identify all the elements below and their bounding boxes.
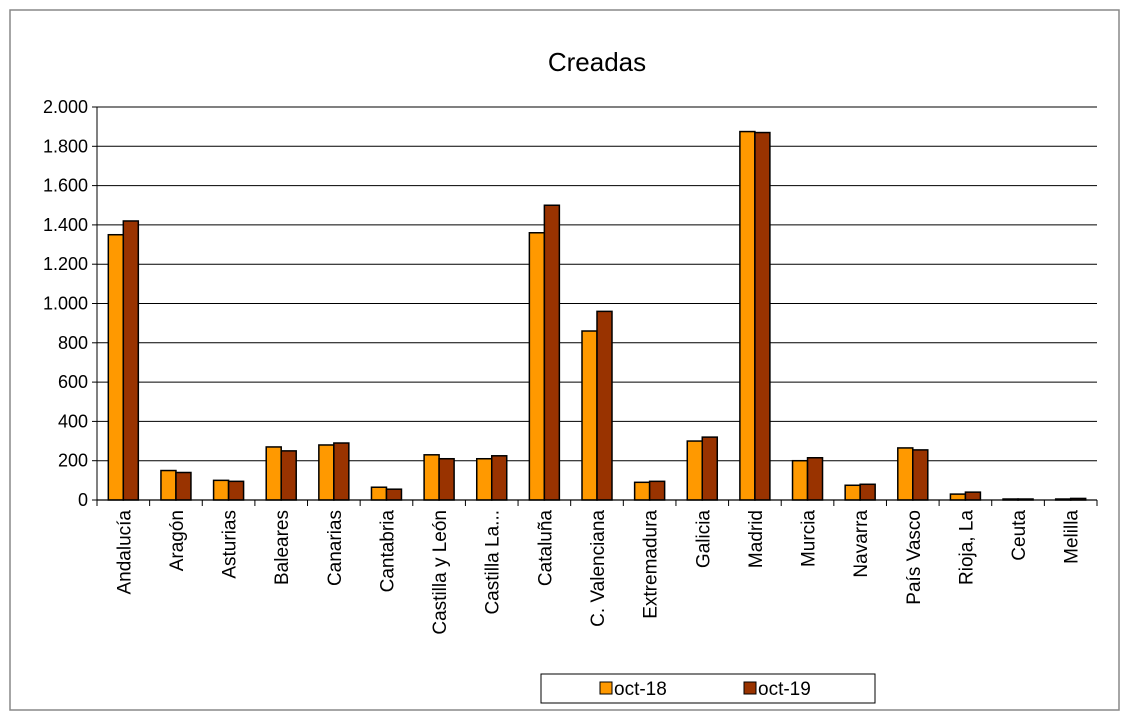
x-category-label: Rioja, La xyxy=(956,510,977,585)
bar-oct-19 xyxy=(859,483,876,501)
bar-oct-19 xyxy=(964,491,982,501)
bar-oct-18 xyxy=(107,233,125,501)
y-tick-label: 1.200 xyxy=(43,254,88,274)
x-category-label: Extremadura xyxy=(641,510,662,619)
bar-oct-19 xyxy=(912,449,929,501)
bar-oct-18 xyxy=(897,447,914,501)
bar-oct-18 xyxy=(949,493,967,501)
y-tick-label: 200 xyxy=(58,451,88,471)
bar-oct-19 xyxy=(175,471,192,501)
x-category-label: Canarias xyxy=(325,510,346,586)
bar-oct-19 xyxy=(701,436,719,501)
x-category-label: Madrid xyxy=(746,510,767,568)
legend-label-oct-19: oct-19 xyxy=(758,679,811,700)
legend-box xyxy=(540,673,876,704)
bar-oct-18 xyxy=(212,479,230,501)
y-tick-label: 1.600 xyxy=(43,176,88,196)
bar-oct-19 xyxy=(438,457,455,501)
bar-oct-19 xyxy=(596,310,613,501)
x-category-label: Asturias xyxy=(220,510,241,579)
bar-oct-19 xyxy=(543,204,561,501)
bar-oct-18 xyxy=(686,440,704,501)
bar-oct-18 xyxy=(370,486,388,501)
bar-oct-18 xyxy=(318,444,335,501)
chart-title: Creadas xyxy=(548,47,646,77)
bar-oct-18 xyxy=(844,484,861,501)
x-axis: Andalucía Aragón Asturias Baleares Canarias C… xyxy=(96,499,1098,635)
bar-oct-19 xyxy=(806,457,824,501)
x-category-label: Castilla y León xyxy=(430,510,451,635)
y-tick-label: 0 xyxy=(78,490,88,510)
x-category-label: C. Valenciana xyxy=(588,510,609,627)
y-tick-label: 400 xyxy=(58,411,88,431)
legend-swatch-oct-18 xyxy=(599,681,613,695)
y-tick-label: 800 xyxy=(58,333,88,353)
x-category-label: Andalucía xyxy=(114,510,135,595)
x-category-label: Castilla La... xyxy=(483,510,504,615)
x-category-label: Cataluña xyxy=(535,510,556,586)
x-category-label: Cantabria xyxy=(377,510,398,593)
bar-oct-18 xyxy=(423,454,440,501)
bar-oct-19 xyxy=(490,455,508,501)
y-tick-label: 1.400 xyxy=(43,215,88,235)
x-category-label: Murcia xyxy=(799,510,820,567)
bar-oct-18 xyxy=(633,481,651,501)
x-category-label: Galicia xyxy=(693,510,714,569)
bar-oct-18 xyxy=(160,469,177,501)
bar-oct-18 xyxy=(791,459,809,501)
y-tick-label: 1.800 xyxy=(43,136,88,156)
legend: oct-18 oct-19 xyxy=(540,673,876,704)
bar-oct-19 xyxy=(385,488,403,501)
bar-oct-19 xyxy=(122,220,140,501)
bar-oct-19 xyxy=(280,450,297,501)
x-category-label: Baleares xyxy=(272,510,293,585)
legend-swatch-oct-19 xyxy=(743,681,757,695)
y-tick-label: 600 xyxy=(58,372,88,392)
x-category-label: Ceuta xyxy=(1009,510,1030,561)
bar-oct-19 xyxy=(648,480,666,501)
y-axis: 0 200 400 600 800 1.000 1.200 1.400 1.600 1.800 2.… xyxy=(43,97,98,510)
bar-oct-18 xyxy=(739,130,756,501)
bar-oct-18 xyxy=(265,446,282,501)
legend-label-oct-18: oct-18 xyxy=(614,679,667,700)
bar-oct-19 xyxy=(333,442,350,501)
x-category-label: País Vasco xyxy=(904,510,925,605)
x-category-label: Melilla xyxy=(1062,510,1083,564)
y-tick-label: 1.000 xyxy=(43,294,88,314)
bar-oct-18 xyxy=(475,457,493,501)
x-category-label: Aragón xyxy=(167,510,188,571)
bar-oct-18 xyxy=(528,232,546,501)
y-tick-label: 2.000 xyxy=(43,97,88,117)
bar-oct-18 xyxy=(581,330,598,501)
x-category-label: Navarra xyxy=(851,510,872,578)
bar-oct-19 xyxy=(754,131,771,501)
bar-oct-19 xyxy=(227,480,245,501)
